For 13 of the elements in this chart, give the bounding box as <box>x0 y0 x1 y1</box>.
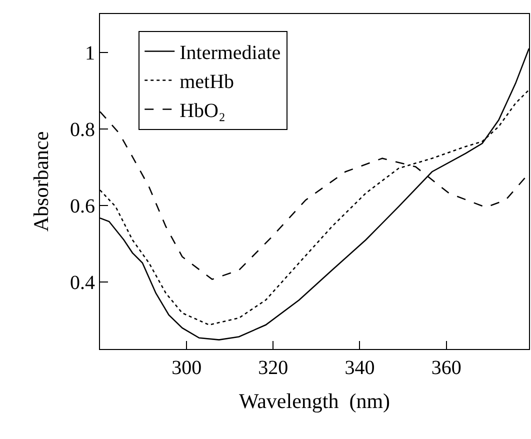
legend-label: HbO₂ <box>180 100 226 122</box>
x-tick-label: 300 <box>172 357 202 379</box>
x-tick-label: 360 <box>431 357 462 379</box>
legend-label: Intermediate <box>180 42 281 64</box>
x-tick-label: 340 <box>344 357 375 379</box>
y-axis-title: Absorbance <box>29 131 54 232</box>
y-tick-label: 0.8 <box>70 118 95 141</box>
x-axis-title: Wavelength (nm) <box>238 389 390 414</box>
y-tick-label: 0.4 <box>70 272 95 294</box>
y-tick-label: 0.6 <box>70 195 95 218</box>
x-tick-label: 320 <box>258 357 288 379</box>
legend-label: metHb <box>180 71 234 94</box>
y-tick-label: 1 <box>85 42 95 64</box>
